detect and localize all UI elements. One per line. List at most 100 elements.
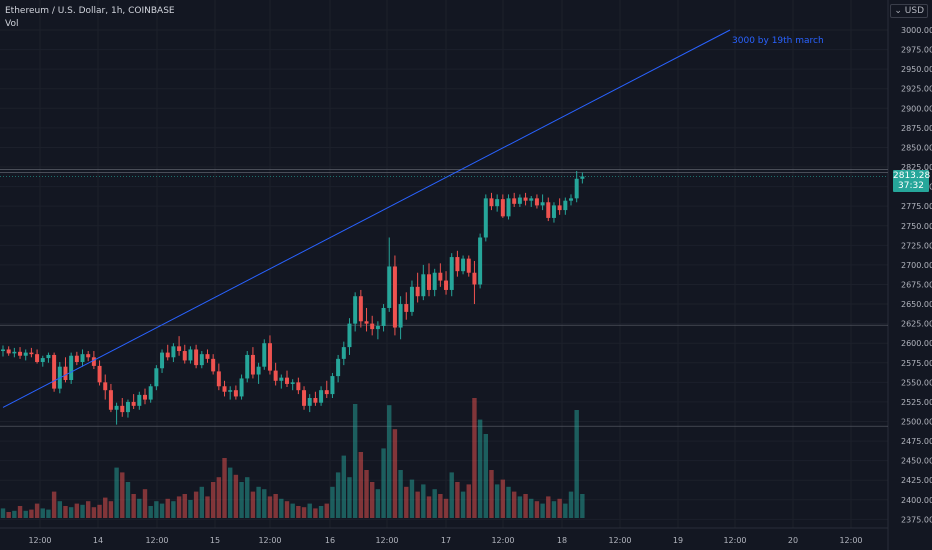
bar-countdown: 37:32 <box>898 181 924 192</box>
candle-body <box>165 352 170 358</box>
candle-body <box>370 323 375 330</box>
candle-body <box>387 266 392 308</box>
last-price-tag: 2813.28 37:32 <box>893 170 930 193</box>
volume-bar <box>466 484 471 518</box>
x-tick-label: 12:00 <box>491 536 514 545</box>
volume-bar <box>17 506 23 518</box>
volume-bar <box>370 482 375 518</box>
candle-body <box>80 354 85 362</box>
candle-body <box>489 198 494 207</box>
volume-bar <box>228 467 233 518</box>
volume-indicator-label[interactable]: Vol <box>5 19 19 29</box>
volume-bar <box>546 496 551 518</box>
candle-body <box>239 378 244 397</box>
volume-bar <box>409 479 415 518</box>
candle-body <box>313 398 318 403</box>
candle-body <box>483 198 488 238</box>
volume-bar <box>46 509 51 518</box>
candle-body <box>319 390 324 403</box>
y-tick-label: 2575.00 <box>901 359 932 368</box>
volume-bar <box>273 494 278 518</box>
volume-bar <box>523 494 528 518</box>
trendline-annotation[interactable]: 3000 by 19th march <box>732 36 824 46</box>
volume-bar <box>97 504 102 518</box>
candle-body <box>86 354 91 358</box>
candle-body <box>364 321 369 324</box>
candle-body <box>91 357 96 366</box>
x-tick-label: 14 <box>93 536 103 545</box>
candle-body <box>438 272 443 281</box>
x-tick-label: 12:00 <box>258 536 281 545</box>
volume-bar <box>551 501 557 518</box>
volume-bar <box>40 508 45 518</box>
volume-bar <box>500 479 506 518</box>
candle-body <box>114 405 119 410</box>
volume-bar <box>250 491 256 518</box>
volume-bar <box>432 489 437 518</box>
volume-bar <box>290 503 295 518</box>
volume-bar <box>68 507 74 518</box>
candle-body <box>330 376 335 395</box>
candle-body <box>194 349 199 366</box>
candle-body <box>256 366 261 375</box>
candle-body <box>273 370 278 381</box>
volume-bar <box>477 419 483 518</box>
y-tick-label: 2925.00 <box>901 85 932 94</box>
x-tick-label: 20 <box>788 536 798 545</box>
volume-bar <box>313 508 318 518</box>
candle-body <box>381 307 386 326</box>
candle-body <box>137 394 142 406</box>
candle-body <box>563 200 568 211</box>
x-tick-label: 12:00 <box>28 536 51 545</box>
x-tick-label: 12:00 <box>608 536 631 545</box>
candle-body <box>205 354 210 359</box>
candle-body <box>324 390 329 395</box>
y-tick-label: 2450.00 <box>901 457 932 466</box>
y-tick-label: 2900.00 <box>901 104 932 113</box>
y-tick-label: 2700.00 <box>901 261 932 270</box>
volume-bar <box>103 497 108 518</box>
y-tick-label: 2600.00 <box>901 339 932 348</box>
candle-body <box>353 296 358 324</box>
volume-bar <box>0 508 6 518</box>
volume-bar <box>540 503 545 518</box>
volume-bar <box>387 405 392 518</box>
candle-body <box>97 365 102 383</box>
currency-button[interactable]: ⌄ USD <box>890 4 928 18</box>
symbol-title[interactable]: Ethereum / U.S. Dollar, 1h, COINBASE <box>5 6 175 16</box>
volume-bar <box>245 477 250 518</box>
volume-bar <box>199 486 204 518</box>
volume-bar <box>506 486 511 518</box>
candle-body <box>540 202 545 206</box>
volume-bar <box>154 501 159 518</box>
candle-body <box>529 198 534 201</box>
candle-body <box>177 346 182 352</box>
candle-body <box>211 358 216 372</box>
volume-bar <box>279 498 284 518</box>
volume-bar <box>284 501 290 518</box>
candle-body <box>432 272 437 290</box>
volume-bar <box>63 506 68 518</box>
volume-bar <box>86 501 91 518</box>
candle-body <box>296 382 301 391</box>
x-tick-label: 12:00 <box>375 536 398 545</box>
volume-bar <box>176 496 182 518</box>
chart-legend: Ethereum / U.S. Dollar, 1h, COINBASE Vol <box>5 5 175 31</box>
volume-bar <box>193 491 199 518</box>
candle-body <box>74 355 79 362</box>
volume-bar <box>256 486 261 518</box>
volume-bar <box>557 498 562 518</box>
volume-bar <box>125 482 131 518</box>
chevron-down-icon: ⌄ <box>894 6 902 16</box>
candle-body <box>188 349 193 361</box>
candle-body <box>557 205 562 211</box>
volume-bar <box>239 482 244 518</box>
volume-bar <box>335 472 341 518</box>
volume-bar <box>460 491 466 518</box>
candle-body <box>347 323 352 348</box>
volume-bar <box>489 470 494 518</box>
candle-body <box>120 405 125 413</box>
volume-bar <box>563 503 568 518</box>
candle-body <box>222 386 227 392</box>
